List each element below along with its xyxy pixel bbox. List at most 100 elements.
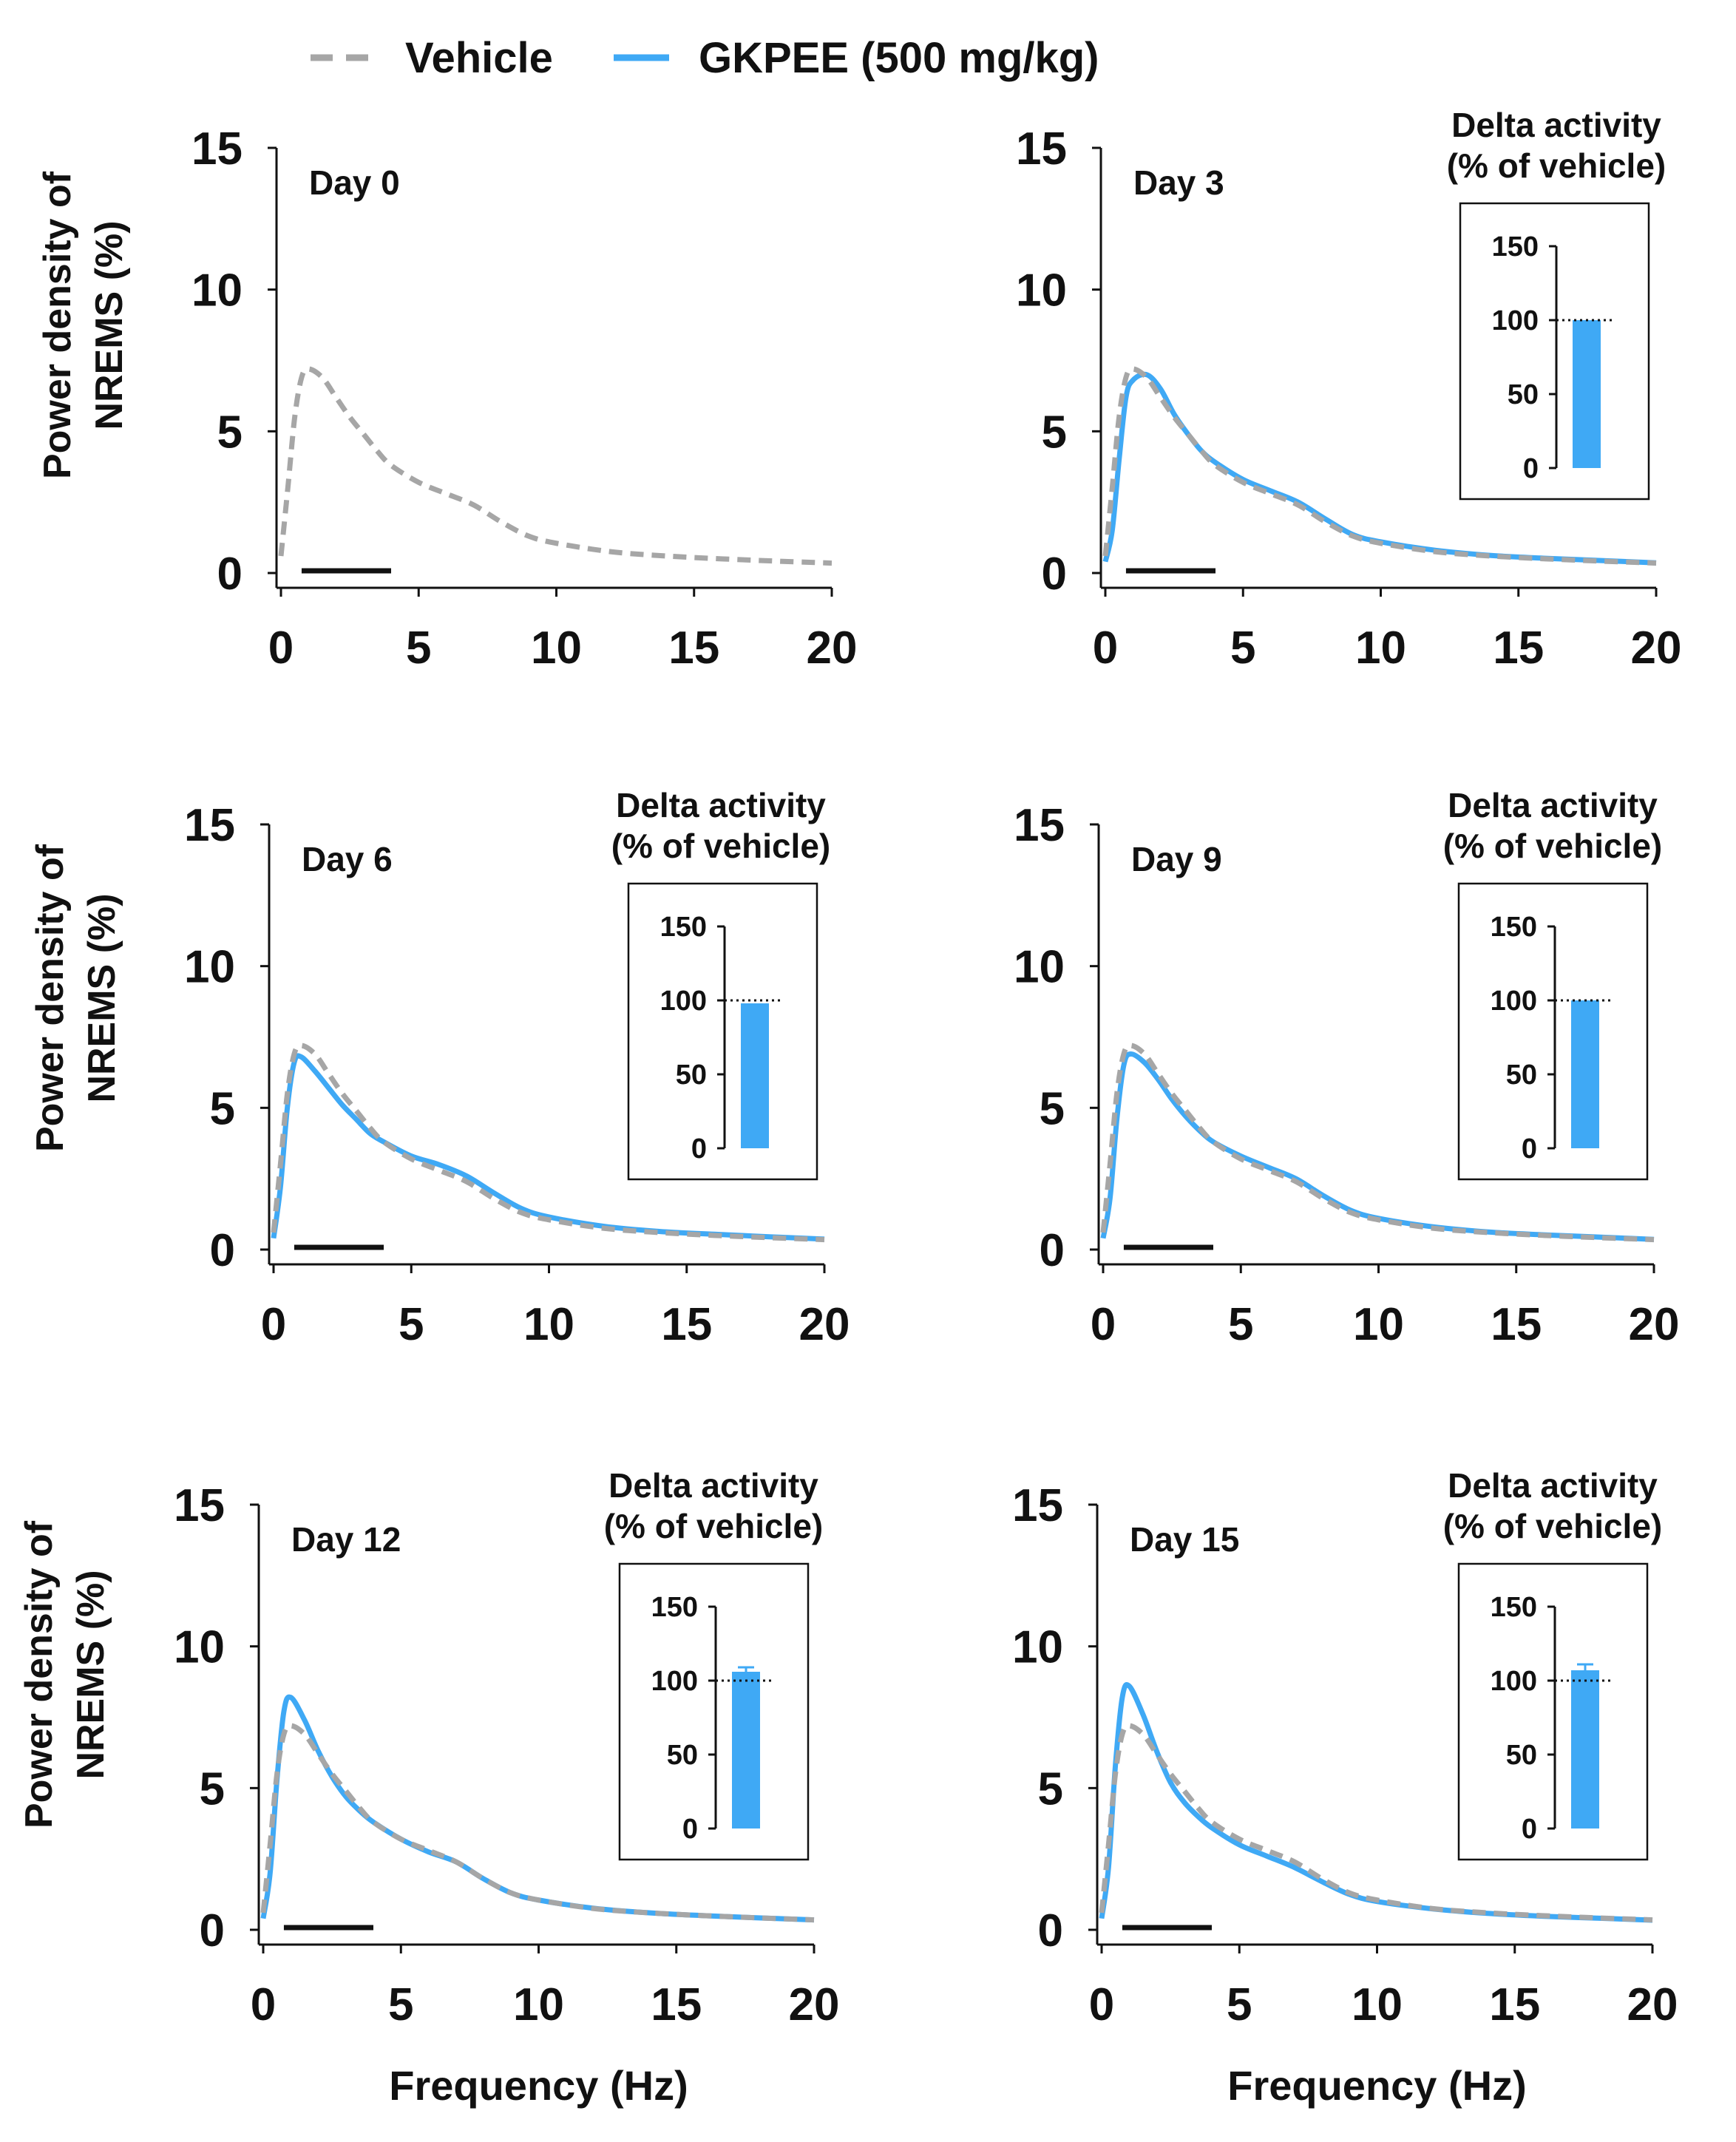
inset-y-tick-label: 50 xyxy=(1506,1060,1537,1091)
y-axis-label-line1: Power density of xyxy=(18,1520,61,1829)
panel-title: Day 3 xyxy=(1133,163,1224,202)
y-tick-label: 0 xyxy=(1038,1905,1063,1956)
inset-y-tick-label: 100 xyxy=(1492,305,1539,336)
y-tick-label: 15 xyxy=(1012,1480,1063,1531)
series-line-gkpee xyxy=(1100,1051,1655,1242)
inset-y-tick-label: 100 xyxy=(1491,986,1537,1017)
x-tick-label: 20 xyxy=(799,1299,850,1350)
y-tick-label: 5 xyxy=(1042,407,1067,458)
inset-y-tick-label: 50 xyxy=(676,1060,707,1091)
panel-title: Day 15 xyxy=(1130,1520,1239,1559)
x-tick-label: 5 xyxy=(1228,1299,1253,1350)
inset-y-tick-label: 0 xyxy=(1522,1814,1537,1845)
x-tick-label: 20 xyxy=(1629,1299,1680,1350)
x-tick-label: 5 xyxy=(1230,623,1255,674)
y-axis-label-line1: Power density of xyxy=(36,171,79,479)
inset-bar-gkpee xyxy=(1571,1000,1599,1148)
y-tick-label: 15 xyxy=(184,800,235,851)
x-axis-label: Frequency (Hz) xyxy=(389,2062,688,2109)
y-tick-label: 5 xyxy=(1038,1763,1063,1814)
x-tick-label: 5 xyxy=(406,623,431,674)
y-tick-label: 5 xyxy=(1040,1083,1065,1134)
y-axis-label-line1: Power density of xyxy=(29,844,72,1152)
panel-day-6: 0 5 10 15 20 0 5 10 15 Day 6 Power density of NREMS… xyxy=(29,786,850,1350)
inset-y-tick-label: 0 xyxy=(691,1133,707,1165)
inset-y-tick-label: 150 xyxy=(660,912,707,943)
inset-y-tick-label: 50 xyxy=(1506,1740,1537,1771)
y-tick-label: 0 xyxy=(210,1225,235,1276)
inset-bar-gkpee xyxy=(1571,1670,1599,1829)
inset-title-line2: (% of vehicle) xyxy=(611,827,831,865)
inset-delta-activity: Delta activity(% of vehicle) 0 50 100 150 xyxy=(1443,786,1662,1181)
x-tick-label: 0 xyxy=(261,1299,286,1350)
y-axis-label: Power density of NREMS (%) xyxy=(36,171,131,479)
x-tick-label: 10 xyxy=(1352,1979,1403,2030)
x-tick-label: 15 xyxy=(1493,623,1544,674)
series-line-vehicle xyxy=(1100,1043,1655,1243)
x-tick-label: 10 xyxy=(523,1299,574,1350)
series-line-vehicle xyxy=(278,366,833,566)
panel-title: Day 6 xyxy=(302,840,393,878)
inset-frame xyxy=(627,882,818,1181)
y-axis-label-line2: NREMS (%) xyxy=(88,220,131,430)
inset-y-tick-label: 150 xyxy=(651,1592,698,1623)
y-tick-label: 10 xyxy=(1014,942,1065,993)
panel-day-0: 0 5 10 15 20 0 5 10 15 Day 0 Power density of NREMS… xyxy=(36,123,857,674)
y-tick-label: 10 xyxy=(191,265,243,316)
inset-y-tick-label: 0 xyxy=(1523,453,1539,484)
legend-gkpee-label: GKPEE (500 mg/kg) xyxy=(699,34,1099,82)
inset-title-line2: (% of vehicle) xyxy=(1443,1507,1663,1545)
x-tick-label: 15 xyxy=(1489,1979,1540,2030)
inset-title-line1: Delta activity xyxy=(608,1466,818,1505)
x-tick-label: 15 xyxy=(651,1979,702,2030)
y-tick-label: 10 xyxy=(184,942,235,993)
inset-frame xyxy=(1457,882,1649,1181)
x-tick-label: 10 xyxy=(1353,1299,1404,1350)
inset-y-tick-label: 150 xyxy=(1492,231,1539,262)
y-axis-label: Power density of NREMS (%) xyxy=(18,1520,112,1829)
y-tick-label: 5 xyxy=(210,1083,235,1134)
x-tick-label: 0 xyxy=(268,623,294,674)
y-axis-label: Power density of NREMS (%) xyxy=(29,844,123,1152)
inset-y-tick-label: 100 xyxy=(660,986,707,1017)
x-tick-label: 0 xyxy=(1091,1299,1116,1350)
x-tick-label: 10 xyxy=(531,623,582,674)
inset-delta-activity: Delta activity(% of vehicle) 0 50 100 150 xyxy=(1443,1466,1663,1861)
panel-day-9: 0 5 10 15 20 0 5 10 15 Day 9 Delta activity(% of v… xyxy=(1014,786,1679,1350)
inset-y-tick-label: 0 xyxy=(682,1814,698,1845)
x-tick-label: 5 xyxy=(1227,1979,1252,2030)
y-tick-label: 10 xyxy=(1012,1622,1063,1673)
x-tick-label: 15 xyxy=(668,623,719,674)
x-tick-label: 20 xyxy=(1631,623,1682,674)
inset-title-line2: (% of vehicle) xyxy=(1447,146,1667,185)
inset-frame xyxy=(1459,202,1650,501)
panel-title: Day 9 xyxy=(1131,840,1222,878)
inset-y-tick-label: 100 xyxy=(1491,1666,1537,1697)
x-tick-label: 20 xyxy=(807,623,858,674)
y-tick-label: 5 xyxy=(200,1763,225,1814)
x-tick-label: 0 xyxy=(251,1979,276,2030)
inset-frame xyxy=(618,1562,810,1861)
x-tick-label: 5 xyxy=(388,1979,413,2030)
inset-delta-activity: Delta activity(% of vehicle) 0 50 100 150 xyxy=(604,1466,824,1861)
legend-vehicle-label: Vehicle xyxy=(405,34,553,82)
inset-delta-activity: Delta activity(% of vehicle) 0 50 100 150 xyxy=(611,786,831,1181)
series-line-vehicle xyxy=(1102,366,1657,566)
inset-bar-gkpee xyxy=(1573,320,1601,468)
y-tick-label: 10 xyxy=(174,1622,225,1673)
inset-title-line1: Delta activity xyxy=(616,786,826,824)
panel-title: Day 12 xyxy=(291,1520,401,1559)
inset-title-line1: Delta activity xyxy=(1451,106,1661,144)
panel-day-15: 0 5 10 15 20 0 5 10 15 Day 15 Frequency (Hz) Delta … xyxy=(1012,1466,1678,2109)
series-line-gkpee xyxy=(1099,1682,1653,1923)
panel-day-12: 0 5 10 15 20 0 5 10 15 Day 12 Power density of NREM… xyxy=(18,1466,839,2109)
inset-title-line2: (% of vehicle) xyxy=(604,1507,824,1545)
y-tick-label: 5 xyxy=(217,407,243,458)
y-tick-label: 0 xyxy=(1040,1225,1065,1276)
y-tick-label: 0 xyxy=(1042,549,1067,600)
x-tick-label: 0 xyxy=(1093,623,1118,674)
inset-title-line1: Delta activity xyxy=(1448,1466,1658,1505)
x-tick-label: 5 xyxy=(399,1299,424,1350)
inset-bar-gkpee xyxy=(741,1003,769,1148)
